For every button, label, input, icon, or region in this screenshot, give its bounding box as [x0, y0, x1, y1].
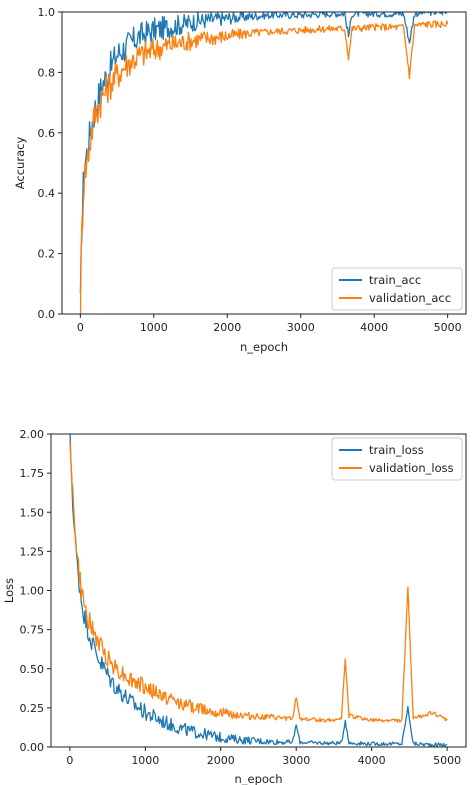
- accuracy-legend-box: [331, 267, 463, 311]
- loss-y-tick-label: 1.50: [20, 506, 45, 519]
- accuracy-x-tick-label: 3000: [287, 321, 315, 334]
- accuracy-x-tick-label: 4000: [360, 321, 388, 334]
- loss-y-tick-label: 1.00: [20, 585, 45, 598]
- accuracy-y-tick-label: 1.0: [38, 6, 56, 19]
- accuracy-chart: 0 1000 2000 3000 4000 5000 0.0 0.2 0.4 0.6 0.8 1.0 n…: [13, 6, 467, 354]
- accuracy-plot-frame: [61, 11, 467, 315]
- accuracy-x-tick-label: 0: [77, 321, 84, 334]
- loss-y-tick-label: 1.75: [20, 467, 45, 480]
- loss-x-tick-label: 2000: [207, 754, 235, 767]
- loss-legend-label-validation-loss: validation_loss: [369, 461, 454, 475]
- loss-y-tick-label: 1.25: [20, 545, 45, 558]
- accuracy-y-tick-label: 0.0: [38, 308, 56, 321]
- accuracy-x-tick-label: 1000: [140, 321, 168, 334]
- accuracy-x-axis-label: n_epoch: [240, 340, 288, 354]
- loss-y-axis-label: Loss: [2, 578, 16, 603]
- accuracy-legend-label-train-acc: train_acc: [369, 273, 421, 287]
- loss-chart-svg: 0 1000 2000 3000 4000 5000 0.00 0.25 0.50 0.75 1.0…: [2, 428, 467, 785]
- accuracy-series-group: [79, 12, 449, 314]
- loss-series-line-train-loss: [69, 434, 448, 747]
- loss-x-tick-label: 4000: [358, 754, 386, 767]
- loss-y-tick-label: 2.00: [20, 428, 45, 441]
- loss-series-group: [69, 434, 448, 747]
- accuracy-chart-svg: 0 1000 2000 3000 4000 5000 0.0 0.2 0.4 0.6 0.8 1.0 n…: [13, 6, 467, 354]
- loss-plot-frame: [50, 433, 467, 748]
- accuracy-x-tick-label: 2000: [213, 321, 241, 334]
- loss-legend-box: [331, 437, 463, 481]
- accuracy-series-line-train-acc: [79, 12, 448, 294]
- loss-y-tick-label: 0.25: [20, 702, 45, 715]
- loss-legend-label-train-loss: train_loss: [369, 443, 424, 457]
- loss-series-line-validation-loss: [69, 441, 448, 723]
- loss-chart: 0 1000 2000 3000 4000 5000 0.00 0.25 0.50 0.75 1.0…: [0, 395, 474, 785]
- accuracy-x-tick-label: 5000: [434, 321, 462, 334]
- accuracy-y-tick-label: 0.4: [38, 187, 56, 200]
- loss-x-tick-label: 5000: [433, 754, 461, 767]
- loss-x-tick-label: 0: [66, 754, 73, 767]
- loss-y-tick-label: 0.50: [20, 663, 45, 676]
- loss-x-tick-label: 1000: [131, 754, 159, 767]
- accuracy-y-axis-label: Accuracy: [13, 137, 27, 190]
- accuracy-legend-label-validation-acc: validation_acc: [369, 291, 451, 305]
- loss-y-tick-label: 0.00: [20, 741, 45, 754]
- accuracy-y-tick-label: 0.8: [38, 66, 56, 79]
- loss-x-axis-label: n_epoch: [234, 772, 282, 785]
- loss-y-tick-label: 0.75: [20, 624, 45, 637]
- accuracy-y-tick-label: 0.6: [38, 127, 56, 140]
- accuracy-y-tick-label: 0.2: [38, 248, 56, 261]
- loss-x-tick-label: 3000: [282, 754, 310, 767]
- accuracy-series-line-validation-acc: [79, 20, 449, 314]
